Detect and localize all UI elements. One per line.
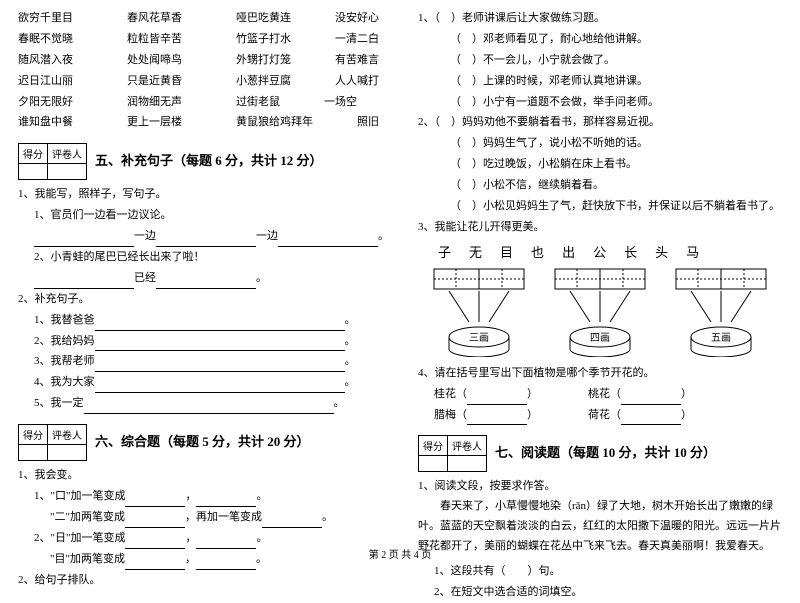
section6-title: 六、综合题（每题 5 分，共计 20 分） [95,431,310,450]
section5-header: 得分评卷人 五、补充句子（每题 6 分，共计 12 分） [18,139,382,180]
diagram-3: 三画 [429,267,529,357]
svg-text:四画: 四画 [590,333,610,344]
diagram-5: 五画 [671,267,771,357]
section7-header: 得分评卷人 七、阅读题（每题 10 分，共计 10 分） [418,431,782,472]
poem-group: 欲穷千里目春风花草香哑巴吃黄连没安好心 春眠不觉晓粒粒皆辛苦竹篮子打水一清二白 … [18,8,382,133]
diagram-4: 四画 [550,267,650,357]
left-column: 欲穷千里目春风花草香哑巴吃黄连没安好心 春眠不觉晓粒粒皆辛苦竹篮子打水一清二白 … [0,0,400,565]
svg-text:五画: 五画 [711,333,731,344]
svg-text:三画: 三画 [469,333,489,344]
section7-title: 七、阅读题（每题 10 分，共计 10 分） [495,442,716,461]
score-table-6: 得分评卷人 [18,424,87,461]
section5-title: 五、补充句子（每题 6 分，共计 12 分） [95,150,323,169]
score-table-7: 得分评卷人 [418,435,487,472]
stroke-diagrams: 三画 四画 五画 [418,267,782,357]
q5-1: 1、我能写，照样子，写句子。 [18,184,382,205]
section6-header: 得分评卷人 六、综合题（每题 5 分，共计 20 分） [18,420,382,461]
page-footer: 第 2 页 共 4 页 [0,546,800,561]
right-column: 1、（ ）老师讲课后让大家做练习题。 （ ）邓老师看见了，耐心地给他讲解。 （ … [400,0,800,565]
char-list: 子无目 也出公 长头马 [438,242,782,261]
score-table-5: 得分评卷人 [18,143,87,180]
q5-2: 2、补充句子。 [18,289,382,310]
